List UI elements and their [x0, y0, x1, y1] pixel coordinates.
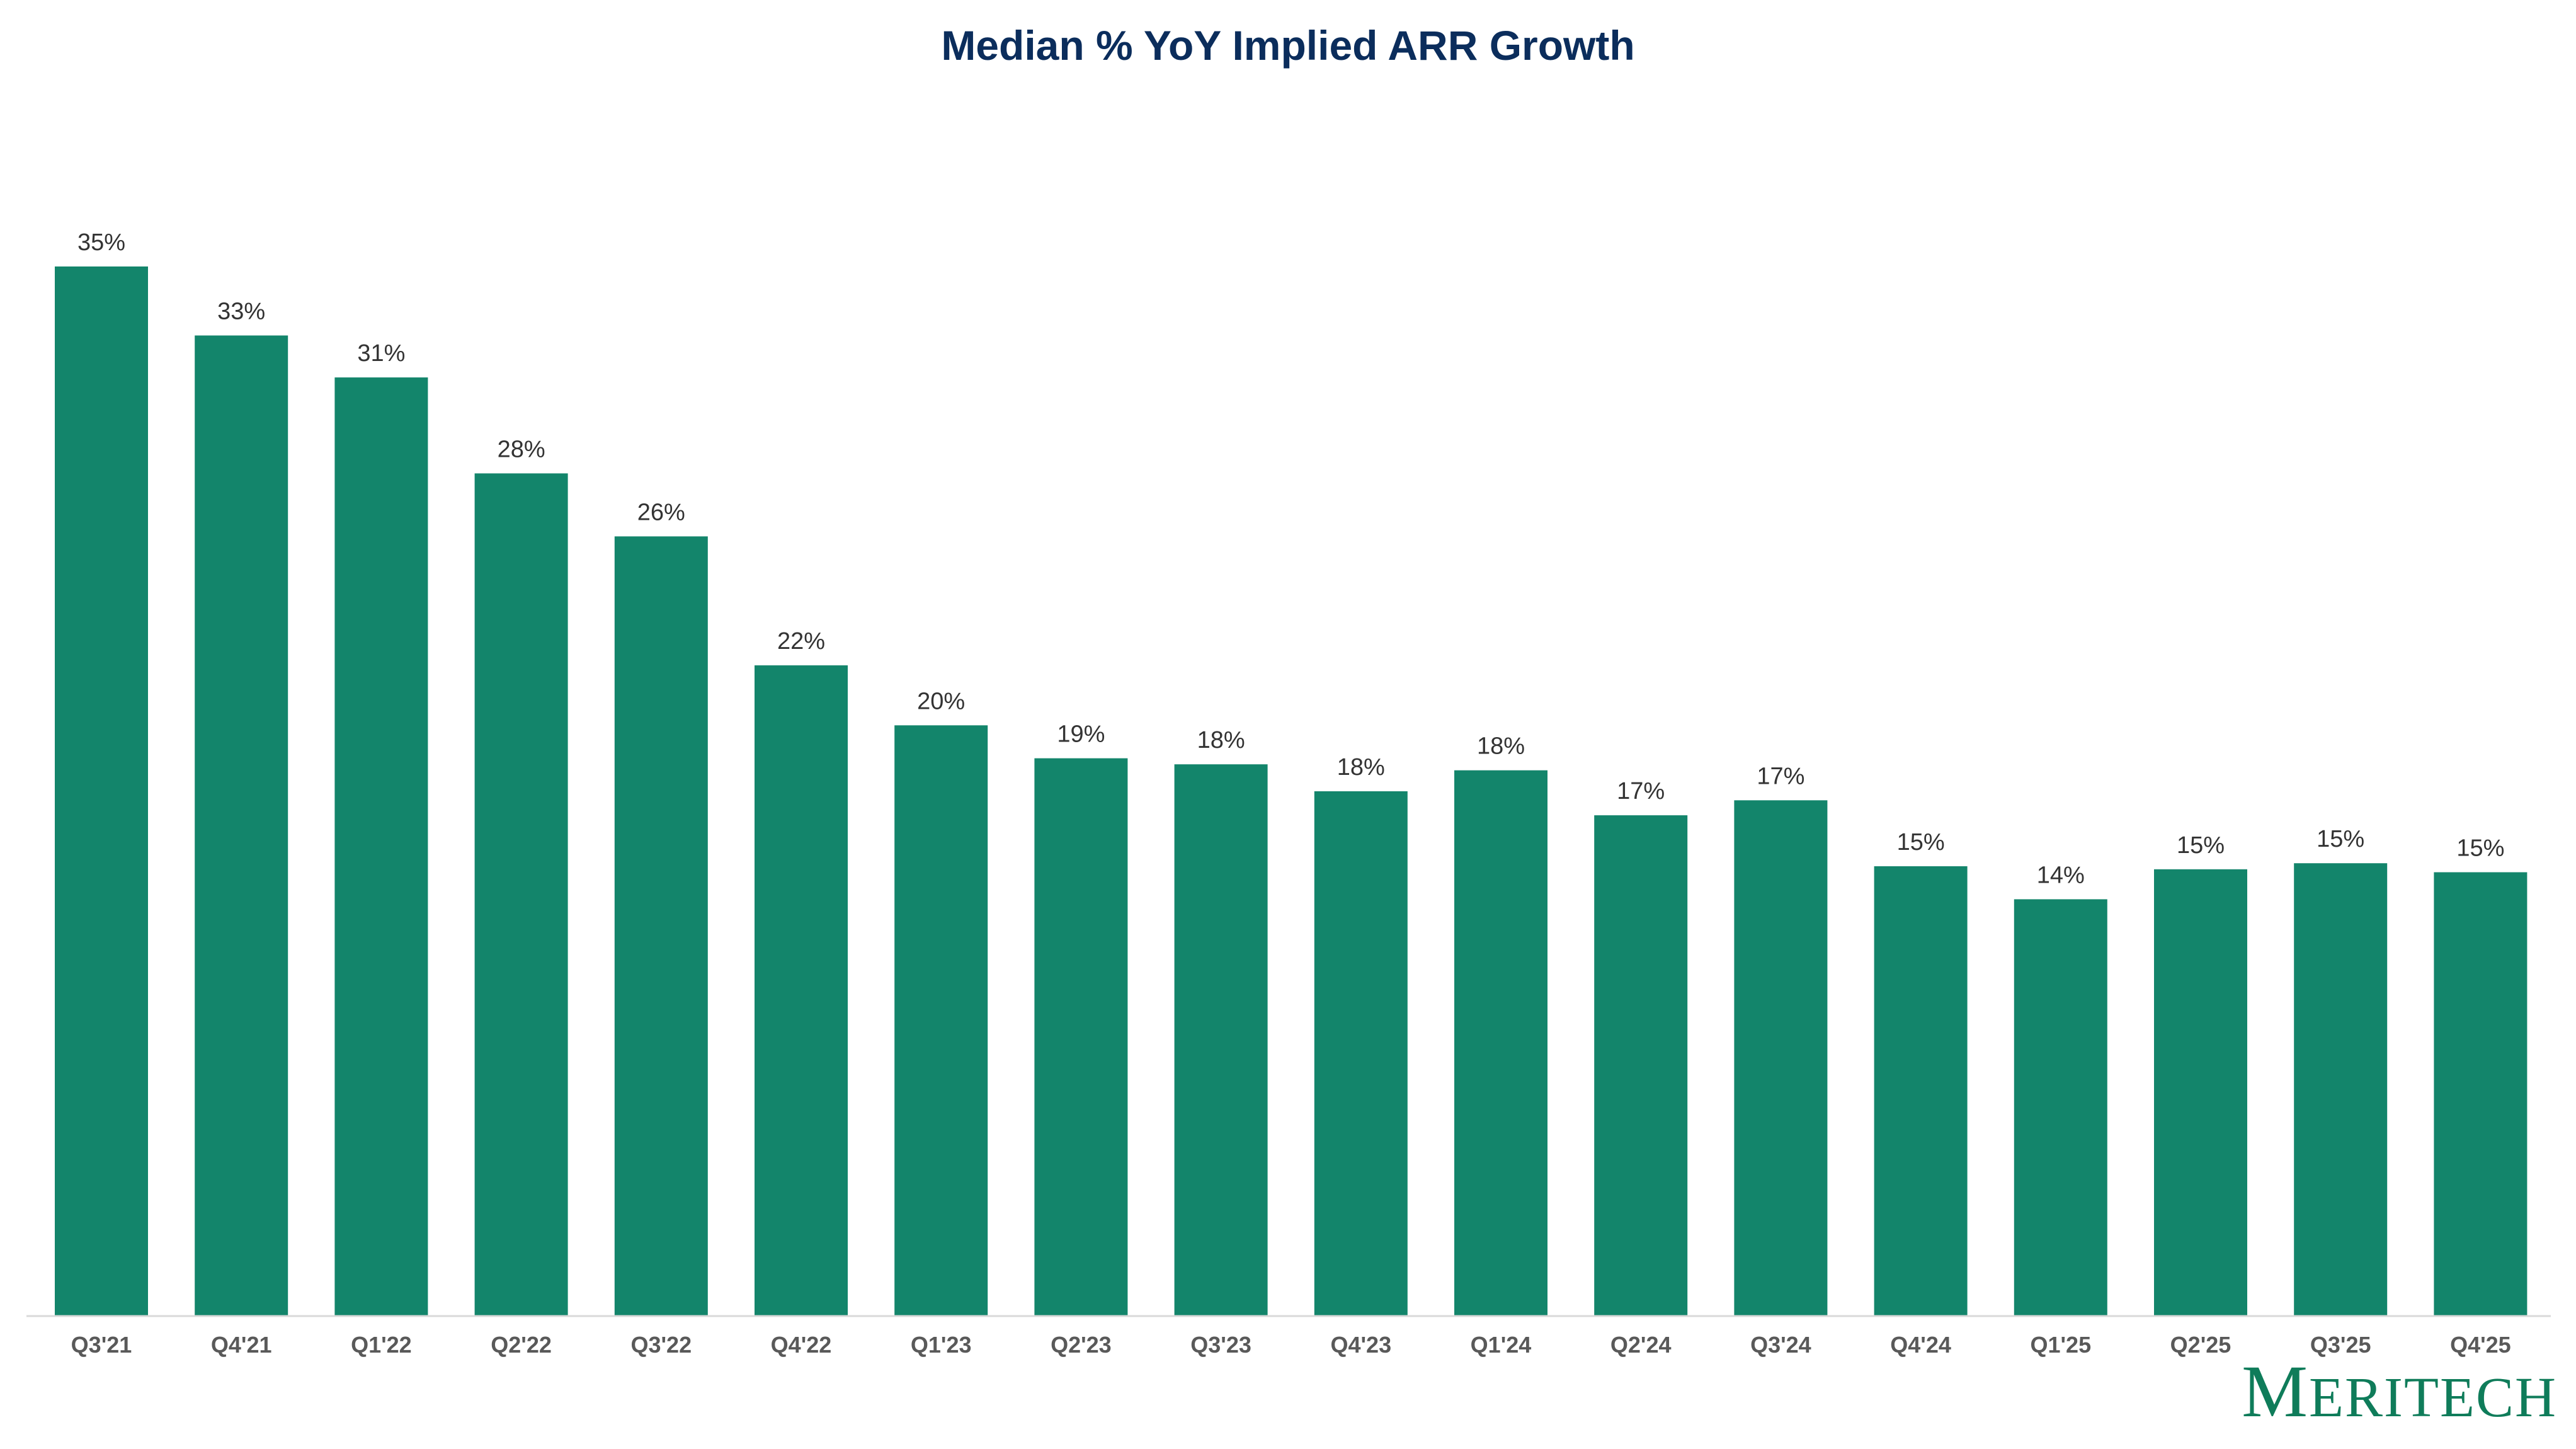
x-tick-Q2'22: Q2'22 — [491, 1332, 552, 1358]
x-tick-Q3'22: Q3'22 — [630, 1332, 692, 1358]
data-label-Q2'22: 28% — [498, 436, 545, 462]
x-tick-Q4'25: Q4'25 — [2450, 1332, 2511, 1358]
data-label-Q3'23: 18% — [1197, 727, 1245, 753]
x-tick-Q3'23: Q3'23 — [1190, 1332, 1251, 1358]
x-tick-Q3'21: Q3'21 — [71, 1332, 132, 1358]
x-axis-ticks-layer: Q3'21 Q4'21 Q1'22 Q2'22 Q3'22 Q4'22 Q1'23 Q2'23… — [71, 1332, 2511, 1358]
bar-Q1'24 — [1454, 770, 1547, 1316]
data-label-Q4'25: 15% — [2456, 835, 2504, 862]
data-label-Q3'21: 35% — [77, 229, 125, 256]
data-label-Q1'24: 18% — [1477, 733, 1525, 760]
data-label-Q3'24: 17% — [1757, 763, 1804, 789]
x-tick-Q4'21: Q4'21 — [211, 1332, 272, 1358]
bars-layer — [55, 266, 2528, 1316]
bar-Q3'24 — [1734, 800, 1828, 1316]
x-tick-Q1'23: Q1'23 — [911, 1332, 972, 1358]
bar-Q3'23 — [1174, 764, 1268, 1316]
data-label-Q2'25: 15% — [2177, 832, 2225, 859]
data-label-Q4'23: 18% — [1337, 754, 1385, 781]
bar-Q1'22 — [334, 377, 428, 1316]
bar-Q4'22 — [755, 665, 848, 1316]
x-tick-Q4'24: Q4'24 — [1890, 1332, 1951, 1358]
x-tick-Q2'24: Q2'24 — [1610, 1332, 1672, 1358]
data-label-Q2'24: 17% — [1617, 778, 1665, 805]
x-tick-Q1'25: Q1'25 — [2030, 1332, 2091, 1358]
bar-Q4'24 — [1874, 866, 1968, 1316]
bar-Q2'24 — [1594, 815, 1688, 1316]
x-tick-Q1'24: Q1'24 — [1471, 1332, 1532, 1358]
data-label-Q4'22: 22% — [777, 628, 825, 655]
x-tick-Q2'25: Q2'25 — [2170, 1332, 2231, 1358]
x-tick-Q3'25: Q3'25 — [2310, 1332, 2371, 1358]
bar-Q2'22 — [474, 473, 568, 1316]
meritech-logo: MERITECH — [2242, 1350, 2557, 1433]
x-tick-Q2'23: Q2'23 — [1051, 1332, 1112, 1358]
bar-Q4'23 — [1314, 791, 1408, 1316]
x-tick-Q4'23: Q4'23 — [1330, 1332, 1391, 1358]
data-label-Q3'22: 26% — [637, 499, 685, 525]
data-labels-layer: 35% 33% 31% 28% 26% 22% 20% 19% 18% 18% 18% 17% 17% 1… — [77, 229, 2504, 888]
bar-Q3'22 — [614, 536, 708, 1316]
x-tick-Q3'24: Q3'24 — [1750, 1332, 1811, 1358]
bar-Q2'23 — [1034, 758, 1128, 1316]
bar-Q1'23 — [894, 725, 988, 1316]
data-label-Q3'25: 15% — [2317, 826, 2364, 852]
x-tick-Q1'22: Q1'22 — [351, 1332, 412, 1358]
bar-Q3'21 — [55, 266, 148, 1316]
bar-Q4'21 — [195, 335, 288, 1316]
data-label-Q4'24: 15% — [1897, 829, 1945, 856]
bar-Q3'25 — [2294, 863, 2388, 1316]
data-label-Q4'21: 33% — [217, 299, 265, 325]
bar-Q1'25 — [2014, 899, 2107, 1316]
bar-Q2'25 — [2154, 869, 2247, 1316]
data-label-Q2'23: 19% — [1057, 721, 1105, 748]
data-label-Q1'25: 14% — [2037, 862, 2085, 888]
bar-Q4'25 — [2434, 872, 2528, 1316]
data-label-Q1'22: 31% — [357, 340, 405, 367]
data-label-Q1'23: 20% — [917, 688, 965, 714]
chart-title: Median % YoY Implied ARR Growth — [941, 22, 1635, 69]
x-tick-Q4'22: Q4'22 — [771, 1332, 832, 1358]
